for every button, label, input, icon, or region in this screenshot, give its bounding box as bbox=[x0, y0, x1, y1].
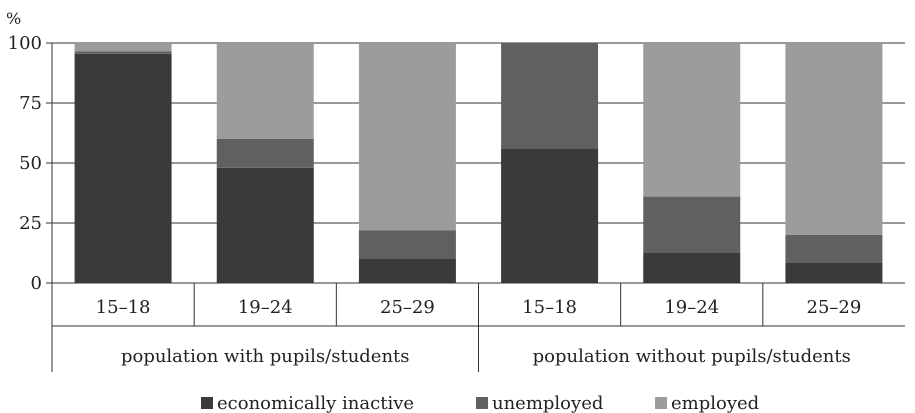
legend-swatch bbox=[476, 397, 488, 409]
bar-segment bbox=[74, 43, 172, 52]
x-group-label: population without pupils/students bbox=[533, 346, 851, 367]
bar-segment bbox=[216, 139, 314, 168]
bar-segment bbox=[358, 43, 456, 231]
bar-segment bbox=[501, 148, 599, 283]
bar-segment bbox=[643, 43, 741, 197]
x-group-labels: population with pupils/students populatio… bbox=[121, 346, 851, 367]
y-tick-label: 25 bbox=[19, 213, 42, 234]
legend-label: employed bbox=[671, 393, 759, 413]
bar-segment bbox=[643, 253, 741, 283]
x-category-label: 15–18 bbox=[522, 297, 577, 318]
axes bbox=[46, 42, 905, 372]
bars bbox=[74, 43, 883, 283]
x-category-label: 15–18 bbox=[96, 297, 151, 318]
x-category-labels: 15–18 19–24 25–29 15–18 19–24 25–29 bbox=[96, 297, 862, 318]
bar-segment bbox=[358, 230, 456, 259]
bar-segment bbox=[216, 43, 314, 139]
bar-segment bbox=[74, 53, 172, 283]
y-axis-unit-label: % bbox=[6, 9, 21, 28]
y-tick-label: 100 bbox=[8, 33, 42, 54]
legend: economically inactive unemployed employed bbox=[201, 393, 759, 413]
y-tick-label: 0 bbox=[31, 273, 42, 294]
bar-segment bbox=[501, 43, 599, 149]
bar-segment bbox=[785, 262, 883, 283]
y-tick-label: 75 bbox=[19, 93, 42, 114]
legend-swatch bbox=[655, 397, 667, 409]
x-group-label: population with pupils/students bbox=[121, 346, 410, 367]
bar-segment bbox=[785, 235, 883, 263]
bar-segment bbox=[643, 196, 741, 253]
bar-segment bbox=[785, 43, 883, 235]
x-category-label: 25–29 bbox=[807, 297, 862, 318]
bar-segment bbox=[358, 259, 456, 283]
y-tick-labels: 0 25 50 75 100 bbox=[8, 33, 42, 294]
gridlines bbox=[52, 42, 905, 284]
bar-segment bbox=[216, 167, 314, 283]
bar-segment bbox=[74, 51, 172, 54]
legend-label: unemployed bbox=[492, 393, 603, 413]
legend-swatch bbox=[201, 397, 213, 409]
x-category-label: 19–24 bbox=[238, 297, 293, 318]
y-tick-label: 50 bbox=[19, 153, 42, 174]
legend-label: economically inactive bbox=[217, 393, 414, 413]
x-category-label: 19–24 bbox=[664, 297, 719, 318]
x-category-label: 25–29 bbox=[380, 297, 435, 318]
